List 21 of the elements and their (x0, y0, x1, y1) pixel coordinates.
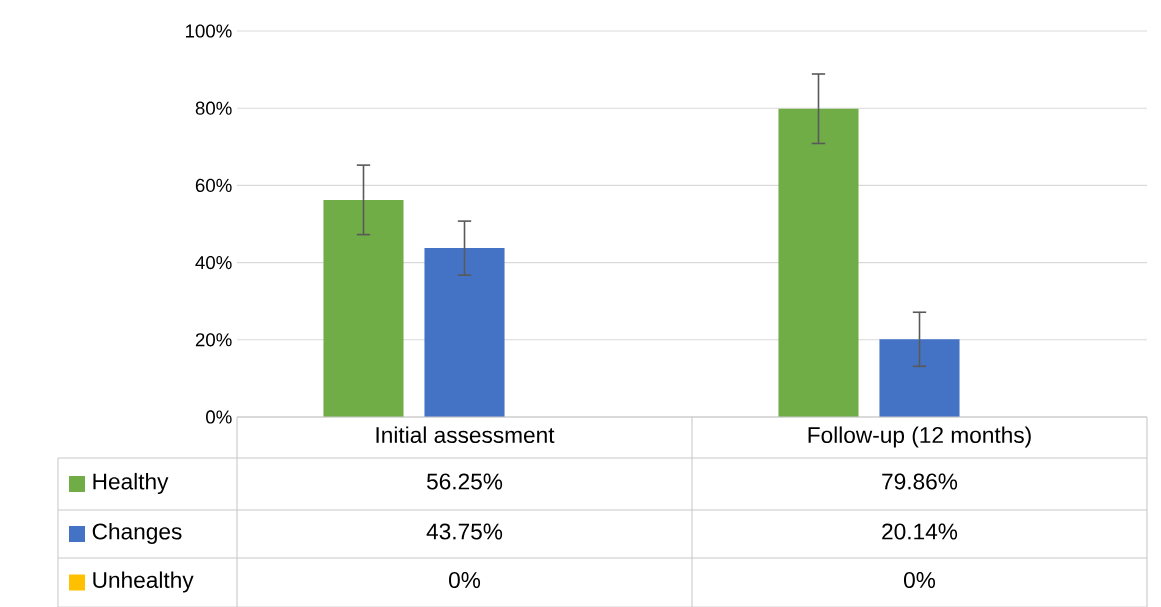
data-label: 20.14% (882, 523, 958, 540)
x-tick-label: Follow-up (12 months) (808, 426, 1031, 448)
data-label: 0% (903, 572, 936, 589)
data-label: 0% (449, 572, 481, 589)
bar (424, 248, 505, 417)
legend-label: Changes (92, 522, 182, 545)
bar (778, 108, 859, 417)
x-tick-label: Initial assessment (376, 426, 555, 444)
y-tick-label: 0% (206, 410, 232, 424)
legend-label: Healthy (93, 472, 169, 495)
bar (323, 199, 404, 417)
y-tick-label: 100% (185, 24, 232, 38)
y-tick-label: 20% (195, 333, 232, 347)
data-label: 56.25% (426, 473, 503, 490)
data-label: 79.86% (882, 473, 958, 490)
y-tick-label: 80% (195, 101, 232, 115)
legend-label: Unhealthy (93, 571, 194, 593)
bar (879, 339, 960, 417)
y-tick-label: 40% (195, 255, 232, 270)
data-label: 43.75% (426, 523, 503, 540)
y-tick-label: 60% (195, 178, 232, 193)
